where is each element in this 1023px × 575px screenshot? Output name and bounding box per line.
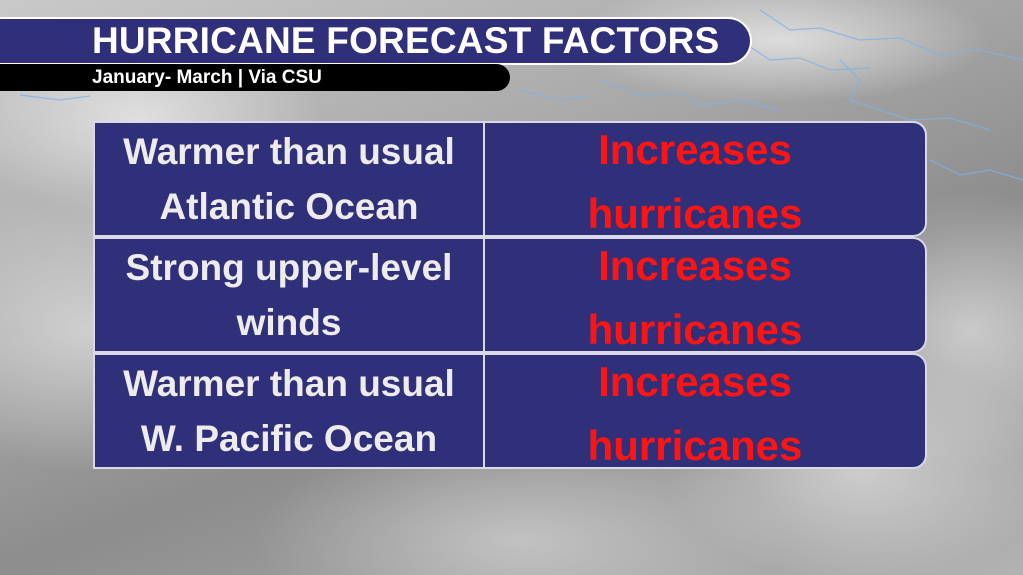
effect-text-line2: hurricanes bbox=[587, 422, 803, 469]
page-title: HURRICANE FORECAST FACTORS bbox=[92, 20, 720, 61]
factor-cell: Strong upper-level winds bbox=[93, 237, 485, 353]
effect-text-line2: hurricanes bbox=[587, 306, 803, 353]
factor-text: Warmer than usual Atlantic Ocean bbox=[123, 131, 455, 227]
factor-cell: Warmer than usual Atlantic Ocean bbox=[93, 121, 485, 237]
effect-text-line1: Increases bbox=[598, 242, 792, 289]
factor-row: Warmer than usual W. Pacific Ocean Incre… bbox=[93, 353, 927, 469]
effect-cell: Increases hurricanes bbox=[485, 353, 927, 469]
factor-cell: Warmer than usual W. Pacific Ocean bbox=[93, 353, 485, 469]
factor-text: Strong upper-level winds bbox=[125, 247, 453, 343]
effect-cell: Increases hurricanes bbox=[485, 121, 927, 237]
factor-row: Warmer than usual Atlantic Ocean Increas… bbox=[93, 121, 927, 237]
factors-table: Warmer than usual Atlantic Ocean Increas… bbox=[93, 121, 927, 471]
title-banner: HURRICANE FORECAST FACTORS bbox=[0, 17, 752, 65]
page-subtitle: January- March | Via CSU bbox=[92, 67, 322, 88]
effect-text-line2: hurricanes bbox=[587, 190, 803, 237]
effect-text-line1: Increases bbox=[598, 358, 792, 405]
effect-cell: Increases hurricanes bbox=[485, 237, 927, 353]
factor-row: Strong upper-level winds Increases hurri… bbox=[93, 237, 927, 353]
effect-text-line1: Increases bbox=[598, 126, 792, 173]
subtitle-banner: January- March | Via CSU bbox=[0, 64, 510, 91]
factor-text: Warmer than usual W. Pacific Ocean bbox=[123, 363, 455, 459]
